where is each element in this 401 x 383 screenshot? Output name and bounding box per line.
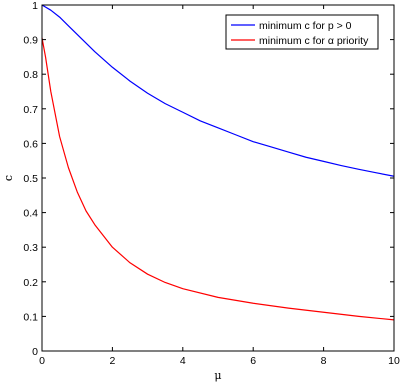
y-tick-label: 0 bbox=[32, 346, 38, 358]
y-tick-label: 0.7 bbox=[23, 104, 38, 116]
y-tick-label: 0.6 bbox=[23, 138, 38, 150]
x-tick-label: 4 bbox=[180, 355, 186, 367]
x-axis-label: μ bbox=[214, 369, 221, 382]
y-tick-label: 0.4 bbox=[23, 208, 38, 220]
x-tick-label: 2 bbox=[109, 355, 115, 367]
x-tick-label: 6 bbox=[250, 355, 256, 367]
y-tick-label: 0.2 bbox=[23, 277, 38, 289]
y-axis-label: c bbox=[2, 175, 15, 181]
legend-label-2: minimum c for α priority bbox=[259, 35, 369, 47]
x-axis-ticks: 0 2 4 6 8 10 bbox=[39, 5, 400, 367]
series-line-2 bbox=[41, 37, 395, 321]
series-line-1 bbox=[41, 4, 395, 177]
y-tick-label: 0.5 bbox=[23, 173, 38, 185]
y-tick-label: 0.9 bbox=[23, 35, 38, 47]
series-layer bbox=[41, 4, 395, 321]
x-tick-label: 8 bbox=[321, 355, 327, 367]
x-tick-label: 10 bbox=[388, 355, 400, 367]
legend: minimum c for p > 0 minimum c for α prior… bbox=[225, 14, 379, 50]
y-tick-label: 1 bbox=[32, 0, 38, 12]
y-tick-label: 0.8 bbox=[23, 69, 38, 81]
y-tick-label: 0.3 bbox=[23, 242, 38, 254]
x-tick-label: 0 bbox=[39, 355, 45, 367]
legend-box bbox=[225, 14, 379, 50]
legend-label-1: minimum c for p > 0 bbox=[259, 20, 352, 32]
y-axis-ticks: 0 0.1 0.2 0.3 0.4 0.5 0.6 0.7 0.8 0.9 1 bbox=[23, 0, 394, 358]
plot-area bbox=[42, 5, 394, 351]
y-tick-label: 0.1 bbox=[23, 311, 38, 323]
